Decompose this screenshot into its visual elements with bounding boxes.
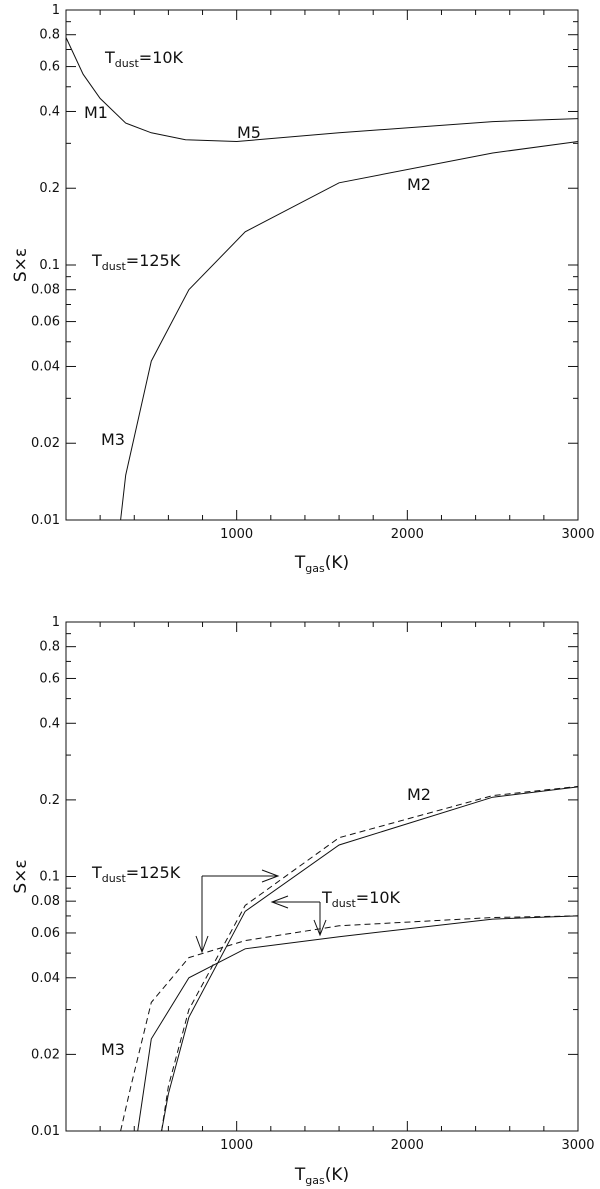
annotation: M1 — [84, 103, 108, 122]
annotation: M3 — [101, 430, 125, 449]
annotation-arrows — [195, 869, 327, 954]
y-tick-label: 0.8 — [39, 640, 60, 655]
y-tick-label: 0.02 — [31, 436, 60, 451]
panel-2: 1000 2000 3000 0.01 0.02 0.04 0.06 0.08 0.1 0.2 0.… — [11, 615, 595, 1187]
y-tick-label: 0.04 — [31, 359, 60, 374]
y-tick-label: 0.06 — [31, 926, 60, 941]
annotation: Tdust=10K — [104, 48, 184, 70]
panel-1: 1000 2000 3000 0.01 0.02 0.04 0.06 0.08 0.1 0.2 0.… — [11, 3, 595, 575]
y-tick-label: 0.08 — [31, 283, 60, 298]
x-tick-label: 1000 — [220, 1138, 253, 1153]
y-tick-label: 0.01 — [31, 513, 60, 528]
y-tick-label: 0.1 — [39, 258, 60, 273]
x-tick-label: 1000 — [220, 527, 253, 542]
series-line-2 — [120, 141, 579, 521]
y-tick-label: 0.6 — [39, 671, 60, 686]
y-tick-label: 0.06 — [31, 315, 60, 330]
y-tick-label: 0.2 — [39, 793, 60, 808]
annotation: Tdust=10K — [321, 888, 401, 910]
series-line-4 — [161, 785, 579, 1132]
y-tick-label: 0.2 — [39, 181, 60, 196]
x-axis-title: Tgas(K) — [294, 1165, 349, 1187]
arrow-head — [261, 869, 280, 883]
y-tick-label: 1 — [52, 3, 60, 18]
x-tick-label: 2000 — [391, 527, 424, 542]
annotation: M2 — [407, 785, 431, 804]
x-tick-label: 3000 — [561, 527, 594, 542]
y-tick-label: 0.4 — [39, 716, 60, 731]
y-tick-label: 0.6 — [39, 60, 60, 75]
arrow-head — [195, 935, 209, 954]
annotation: Tdust=125K — [91, 863, 181, 885]
y-axis-title: S×ε — [11, 859, 31, 893]
y-tick-label: 0.1 — [39, 870, 60, 885]
arrow-head — [270, 895, 289, 909]
y-axis-title: S×ε — [11, 248, 31, 282]
series-line-1 — [65, 37, 579, 143]
y-tick-label: 0.02 — [31, 1047, 60, 1062]
y-tick-label: 0.8 — [39, 28, 60, 43]
series-line-3 — [161, 786, 579, 1132]
arrow-head — [313, 919, 327, 937]
annotation: M5 — [237, 123, 261, 142]
annotation: M2 — [407, 175, 431, 194]
series-line-2 — [120, 915, 579, 1132]
y-tick-label: 0.4 — [39, 104, 60, 119]
annotation: M3 — [101, 1040, 125, 1059]
y-tick-label: 0.01 — [31, 1124, 60, 1139]
y-tick-label: 1 — [52, 615, 60, 630]
y-tick-label: 0.04 — [31, 971, 60, 986]
x-tick-label: 3000 — [561, 1138, 594, 1153]
annotation: Tdust=125K — [91, 251, 181, 273]
y-tick-label: 0.08 — [31, 894, 60, 909]
x-axis-title: Tgas(K) — [294, 553, 349, 575]
x-tick-label: 2000 — [391, 1138, 424, 1153]
series-line-1 — [137, 915, 579, 1132]
